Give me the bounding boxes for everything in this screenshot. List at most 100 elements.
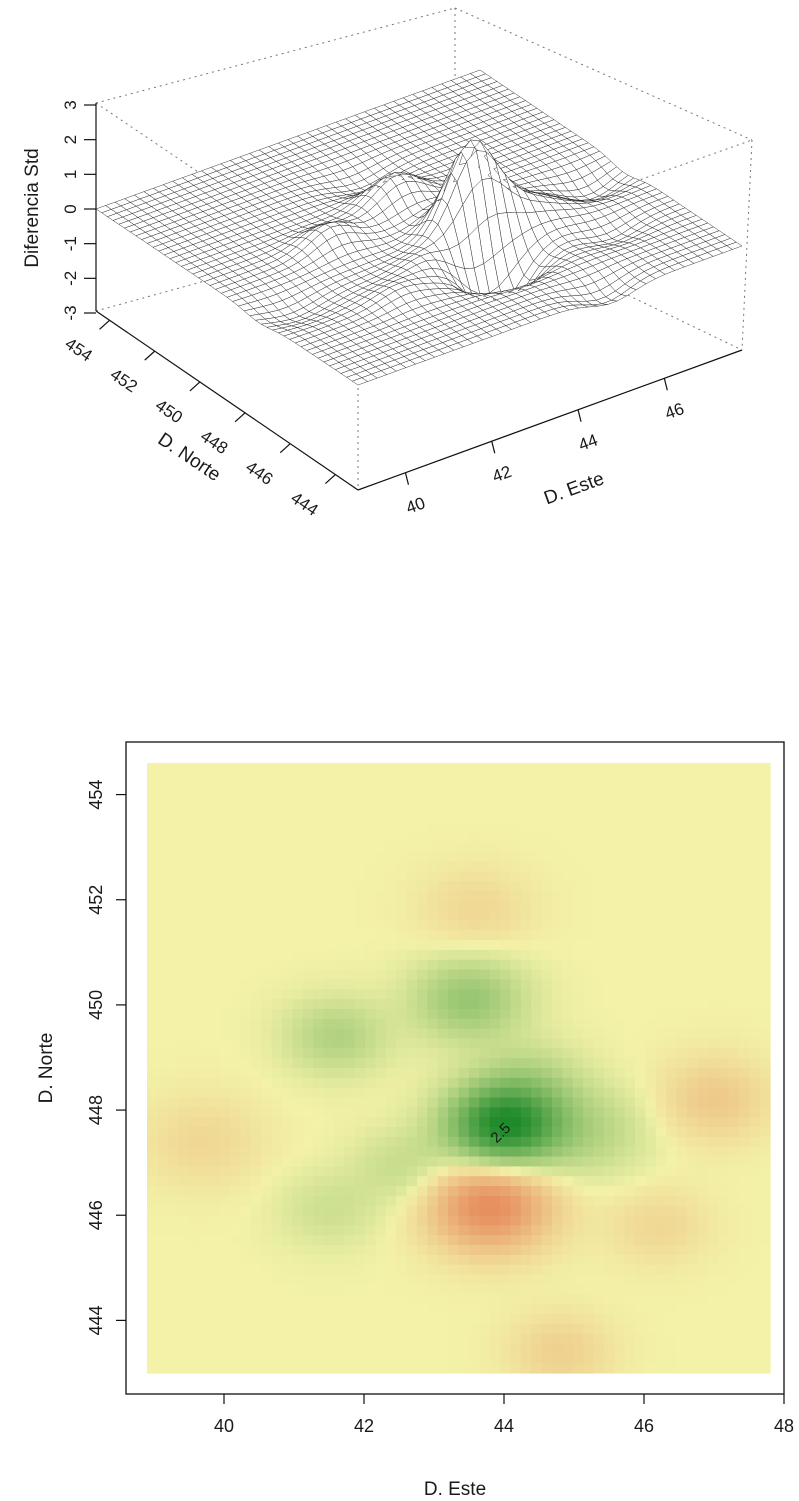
heatmap-cell (396, 930, 407, 940)
heatmap-cell (147, 1157, 158, 1167)
heatmap-cell (728, 773, 739, 783)
heatmap-cell (510, 1225, 521, 1235)
heatmap-cell (760, 1058, 771, 1068)
heatmap-cell (562, 989, 573, 999)
heatmap-cell (521, 1186, 532, 1196)
heatmap-cell (583, 783, 594, 793)
heatmap-cell (573, 1225, 584, 1235)
heatmap-cell (386, 1176, 397, 1186)
heatmap-cell (666, 763, 677, 773)
heatmap-cell (448, 852, 459, 862)
heatmap-cell (500, 763, 511, 773)
heatmap-cell (407, 783, 418, 793)
heatmap-cell (375, 861, 386, 871)
heatmap-cell (178, 920, 189, 930)
heatmap-cell (303, 1127, 314, 1137)
heatmap-cell (510, 999, 521, 1009)
heatmap-cell (251, 1157, 262, 1167)
heatmap-cell (157, 1029, 168, 1039)
heatmap-cell (604, 1048, 615, 1058)
heatmap-cell (666, 1117, 677, 1127)
heatmap-cell (739, 871, 750, 881)
heatmap-cell (666, 1107, 677, 1117)
heatmap-cell (178, 891, 189, 901)
heatmap-cell (209, 1068, 220, 1078)
heatmap-cell (614, 1019, 625, 1029)
heatmap-cell (708, 1088, 719, 1098)
heatmap-cell (438, 1255, 449, 1265)
heatmap-cell (375, 1029, 386, 1039)
heatmap-cell (552, 1265, 563, 1275)
heatmap-cell (168, 783, 179, 793)
heatmap-cell (313, 1029, 324, 1039)
heatmap-cell (324, 1048, 335, 1058)
heatmap-cell (728, 1058, 739, 1068)
heatmap-cell (220, 861, 231, 871)
heatmap-cell (157, 920, 168, 930)
heatmap-cell (240, 979, 251, 989)
heatmap-cell (583, 1265, 594, 1275)
heatmap-cell (521, 822, 532, 832)
heatmap-cell (479, 822, 490, 832)
heatmap-cell (562, 1265, 573, 1275)
heatmap-cell (479, 1216, 490, 1226)
heatmap-cell (344, 940, 355, 950)
heatmap-cell (209, 1009, 220, 1019)
heatmap-cell (728, 1176, 739, 1186)
heatmap-cell (490, 1088, 501, 1098)
heatmap-cell (282, 1117, 293, 1127)
heatmap-cell (282, 842, 293, 852)
heatmap-cell (562, 920, 573, 930)
heatmap-cell (697, 1166, 708, 1176)
heatmap-cell (375, 979, 386, 989)
heatmap-cell (697, 1009, 708, 1019)
heatmap-cell (666, 1206, 677, 1216)
heatmap-cell (728, 793, 739, 803)
heatmap-cell (240, 1048, 251, 1058)
heatmap-cell (282, 793, 293, 803)
heatmap-cell (438, 802, 449, 812)
heatmap-cell (500, 1186, 511, 1196)
heatmap-cell (178, 1186, 189, 1196)
heatmap-cell (438, 842, 449, 852)
heatmap-cell (749, 911, 760, 921)
heatmap-cell (355, 1186, 366, 1196)
heatmap-cell (562, 793, 573, 803)
heatmap-cell (189, 1098, 200, 1108)
heatmap-cell (220, 871, 231, 881)
heatmap-cell (282, 999, 293, 1009)
heatmap-cell (438, 920, 449, 930)
heatmap-cell (760, 970, 771, 980)
heatmap-cell (407, 891, 418, 901)
heatmap-cell (521, 999, 532, 1009)
heatmap-cell (645, 802, 656, 812)
heatmap-cell (407, 989, 418, 999)
heatmap-cell (573, 852, 584, 862)
heatmap-cell (240, 999, 251, 1009)
heatmap-cell (396, 1137, 407, 1147)
heatmap-cell (552, 1078, 563, 1088)
heatmap-cell (157, 979, 168, 989)
heatmap-cell (739, 793, 750, 803)
heatmap-cell (666, 1068, 677, 1078)
heatmap-cell (396, 1117, 407, 1127)
heatmap-cell (282, 1265, 293, 1275)
heatmap-cell (739, 1216, 750, 1226)
heatmap-cell (344, 1078, 355, 1088)
heatmap-cell (728, 1098, 739, 1108)
heatmap-cell (375, 783, 386, 793)
heatmap-cell (593, 783, 604, 793)
heatmap-cell (427, 881, 438, 891)
heatmap-cell (552, 901, 563, 911)
heatmap-cell (147, 1078, 158, 1088)
heatmap-cell (334, 881, 345, 891)
heatmap-cell (739, 1186, 750, 1196)
heatmap-cell (375, 812, 386, 822)
heatmap-cell (157, 1196, 168, 1206)
heatmap-cell (562, 1225, 573, 1235)
heatmap-cell (313, 763, 324, 773)
heatmap-cell (645, 1137, 656, 1147)
heatmap-cell (625, 1009, 636, 1019)
heatmap-cell (604, 822, 615, 832)
heatmap-cell (708, 1225, 719, 1235)
